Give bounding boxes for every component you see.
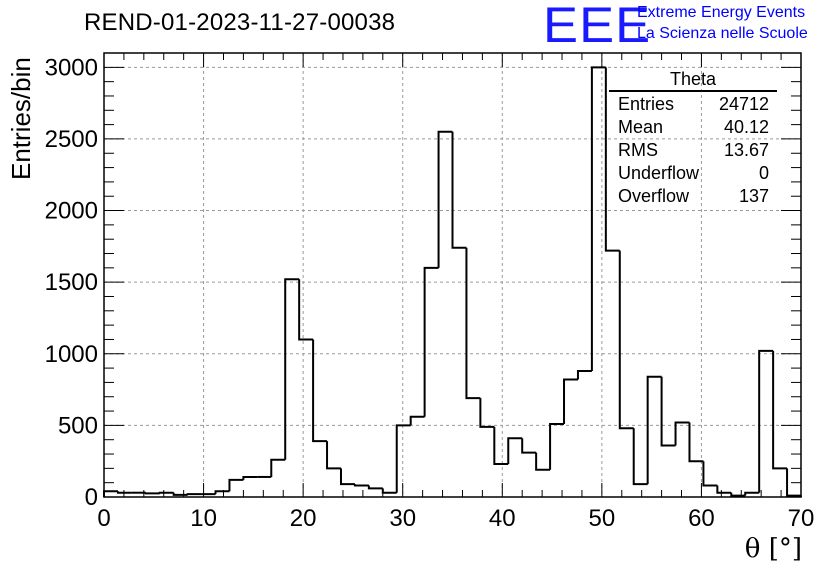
x-tick-label: 10 bbox=[190, 505, 217, 532]
logo-subtitle-line2: La Scienza nelle Scuole bbox=[637, 25, 808, 42]
x-tick-label: 40 bbox=[489, 505, 516, 532]
histogram-bin bbox=[716, 485, 732, 494]
stats-box-divider bbox=[609, 90, 777, 92]
histogram-bin bbox=[772, 350, 788, 470]
histogram-bin bbox=[521, 438, 537, 454]
histogram-bin bbox=[423, 266, 439, 417]
histogram-bin bbox=[158, 491, 174, 494]
histogram-bin bbox=[326, 441, 341, 470]
histogram-bin bbox=[744, 491, 760, 496]
stats-label: Mean bbox=[618, 117, 664, 137]
histogram-bin bbox=[590, 66, 606, 371]
histogram-bin bbox=[339, 468, 355, 486]
stats-value: 137 bbox=[738, 186, 769, 206]
histogram-bin bbox=[395, 424, 411, 493]
stats-row-mean: Mean 40.12 bbox=[609, 116, 777, 139]
plot-frame bbox=[103, 52, 802, 498]
histogram-bin bbox=[632, 428, 648, 486]
axis-tick-labels: 0 10 20 30 40 50 60 70 0 500 1000 1500 2000 2500 3000 bbox=[45, 54, 815, 532]
stats-value: 24712 bbox=[718, 94, 769, 114]
stats-value: 40.12 bbox=[723, 117, 769, 137]
histogram-bin bbox=[660, 376, 676, 447]
histogram-bin bbox=[312, 339, 328, 443]
y-tick-label: 2000 bbox=[45, 198, 98, 225]
y-tick-label: 0 bbox=[85, 484, 98, 511]
histogram-bin bbox=[116, 491, 132, 494]
histogram-bin bbox=[507, 437, 523, 465]
histogram-bin bbox=[409, 415, 425, 426]
histogram-bin bbox=[535, 452, 551, 471]
y-tick-label: 1500 bbox=[45, 269, 98, 296]
stats-row-rms: RMS 13.67 bbox=[609, 139, 777, 162]
y-axis-title: Entries/bin bbox=[6, 57, 36, 180]
histogram-bin bbox=[646, 375, 662, 485]
histogram-bin bbox=[563, 378, 578, 424]
x-tick-label: 30 bbox=[389, 505, 416, 532]
histogram-bin bbox=[786, 468, 801, 497]
stats-row-entries: Entries 24712 bbox=[609, 93, 777, 116]
histogram-bin bbox=[688, 422, 704, 463]
histogram-bin bbox=[353, 484, 369, 487]
histogram-bin bbox=[103, 490, 118, 497]
axis-ticks bbox=[103, 52, 802, 498]
histogram-bin bbox=[465, 247, 481, 400]
x-tick-label: 60 bbox=[688, 505, 715, 532]
stats-label: Overflow bbox=[618, 186, 690, 206]
eee-logo: EEE bbox=[543, 0, 652, 53]
stats-label: Entries bbox=[618, 94, 675, 114]
stats-label: RMS bbox=[618, 140, 658, 160]
stats-row-underflow: Underflow 0 bbox=[609, 162, 777, 185]
histogram-bin bbox=[367, 485, 383, 490]
x-axis-title: θ [°] bbox=[744, 534, 802, 564]
stats-value: 0 bbox=[758, 163, 769, 183]
histogram-bin bbox=[186, 493, 202, 496]
histogram-bin bbox=[214, 490, 230, 495]
stats-box: Theta Entries 24712 Mean 40.12 RMS 13.67 Under… bbox=[609, 68, 777, 208]
y-tick-label: 2500 bbox=[45, 126, 98, 153]
histogram-bin bbox=[674, 421, 690, 446]
x-tick-label: 20 bbox=[290, 505, 317, 532]
histogram-bin bbox=[228, 478, 244, 492]
y-tick-label: 3000 bbox=[45, 54, 98, 81]
x-tick-label: 50 bbox=[589, 505, 616, 532]
stats-box-title: Theta bbox=[669, 69, 717, 89]
histogram-bin bbox=[437, 130, 453, 268]
histogram-bin bbox=[493, 426, 509, 466]
histogram-bin bbox=[604, 67, 620, 252]
histogram-bin bbox=[730, 492, 746, 497]
x-tick-label: 70 bbox=[788, 505, 815, 532]
stats-value: 13.67 bbox=[723, 140, 769, 160]
histogram-bin bbox=[144, 492, 160, 495]
histogram-bin bbox=[381, 488, 397, 494]
histogram-bin bbox=[576, 369, 592, 380]
histogram-title: REND-01-2023-11-27-00038 bbox=[84, 9, 396, 36]
histogram-bin bbox=[758, 349, 774, 493]
stats-row-overflow: Overflow 137 bbox=[609, 185, 777, 208]
y-tick-label: 1000 bbox=[45, 341, 98, 368]
histogram-bin bbox=[270, 458, 286, 477]
histogram-bin bbox=[618, 250, 634, 430]
histogram-bin bbox=[298, 279, 314, 341]
y-tick-label: 500 bbox=[58, 412, 98, 439]
histogram-bin bbox=[172, 492, 188, 496]
x-tick-label: 0 bbox=[97, 505, 110, 532]
stats-rows: Entries 24712 Mean 40.12 RMS 13.67 Underflow 0 O… bbox=[609, 93, 777, 208]
histogram-bin bbox=[284, 278, 300, 460]
histogram-bin bbox=[242, 475, 258, 480]
logo-subtitle-line1: Extreme Energy Events bbox=[637, 4, 806, 21]
histogram-bin bbox=[479, 398, 495, 428]
histogram-bin bbox=[549, 422, 565, 470]
histogram-bin bbox=[451, 131, 467, 249]
histogram-bin bbox=[702, 461, 718, 487]
stats-label: Underflow bbox=[618, 163, 700, 183]
